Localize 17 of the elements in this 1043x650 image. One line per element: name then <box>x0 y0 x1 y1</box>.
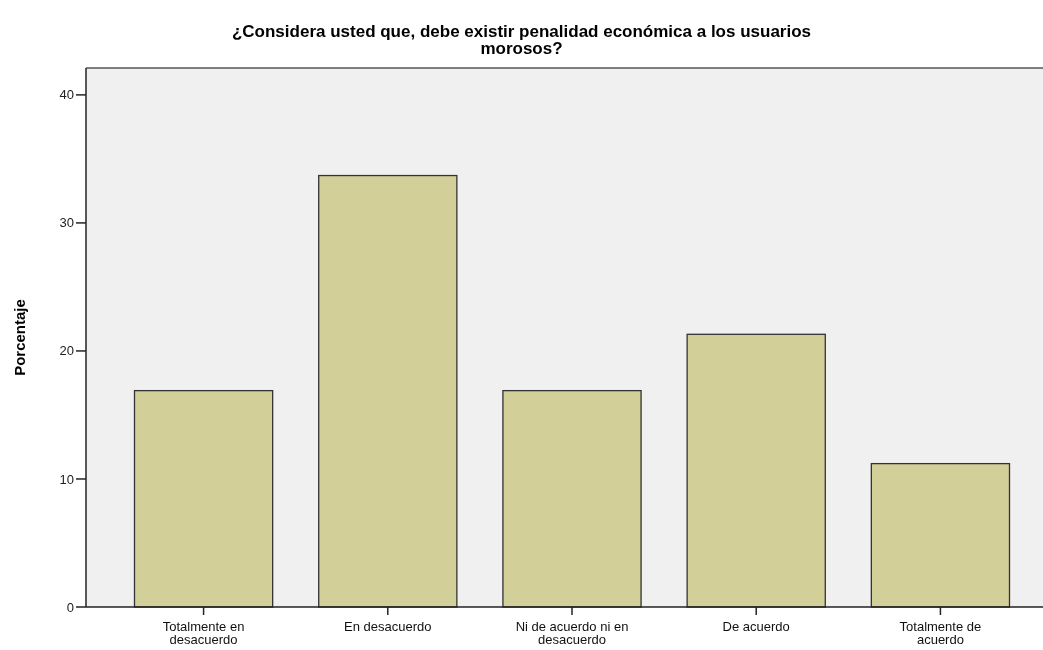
y-tick-label: 10 <box>59 471 74 487</box>
x-tick-label: En desacuerdo <box>344 619 432 634</box>
y-tick-label: 20 <box>59 343 74 359</box>
bar <box>133 389 274 608</box>
x-tick-label: Totalmente en desacuerdo <box>162 619 245 647</box>
bar <box>318 174 458 608</box>
chart-title: ¿Considera usted que, debe existir penalidad económica a los usuarios morosos? <box>231 22 812 58</box>
x-tick-label: De acuerdo <box>722 619 790 634</box>
bar <box>502 389 642 608</box>
y-axis-title: Porcentaje <box>11 299 28 376</box>
y-tick-label: 40 <box>59 87 74 103</box>
y-tick-label: 30 <box>59 215 74 231</box>
x-tick-label: Ni de acuerdo ni en desacuerdo <box>515 619 629 647</box>
bar <box>686 333 826 608</box>
x-tick-label: Totalmente de acuerdo <box>899 619 982 647</box>
bar <box>870 462 1011 608</box>
y-tick-label: 0 <box>66 599 74 615</box>
